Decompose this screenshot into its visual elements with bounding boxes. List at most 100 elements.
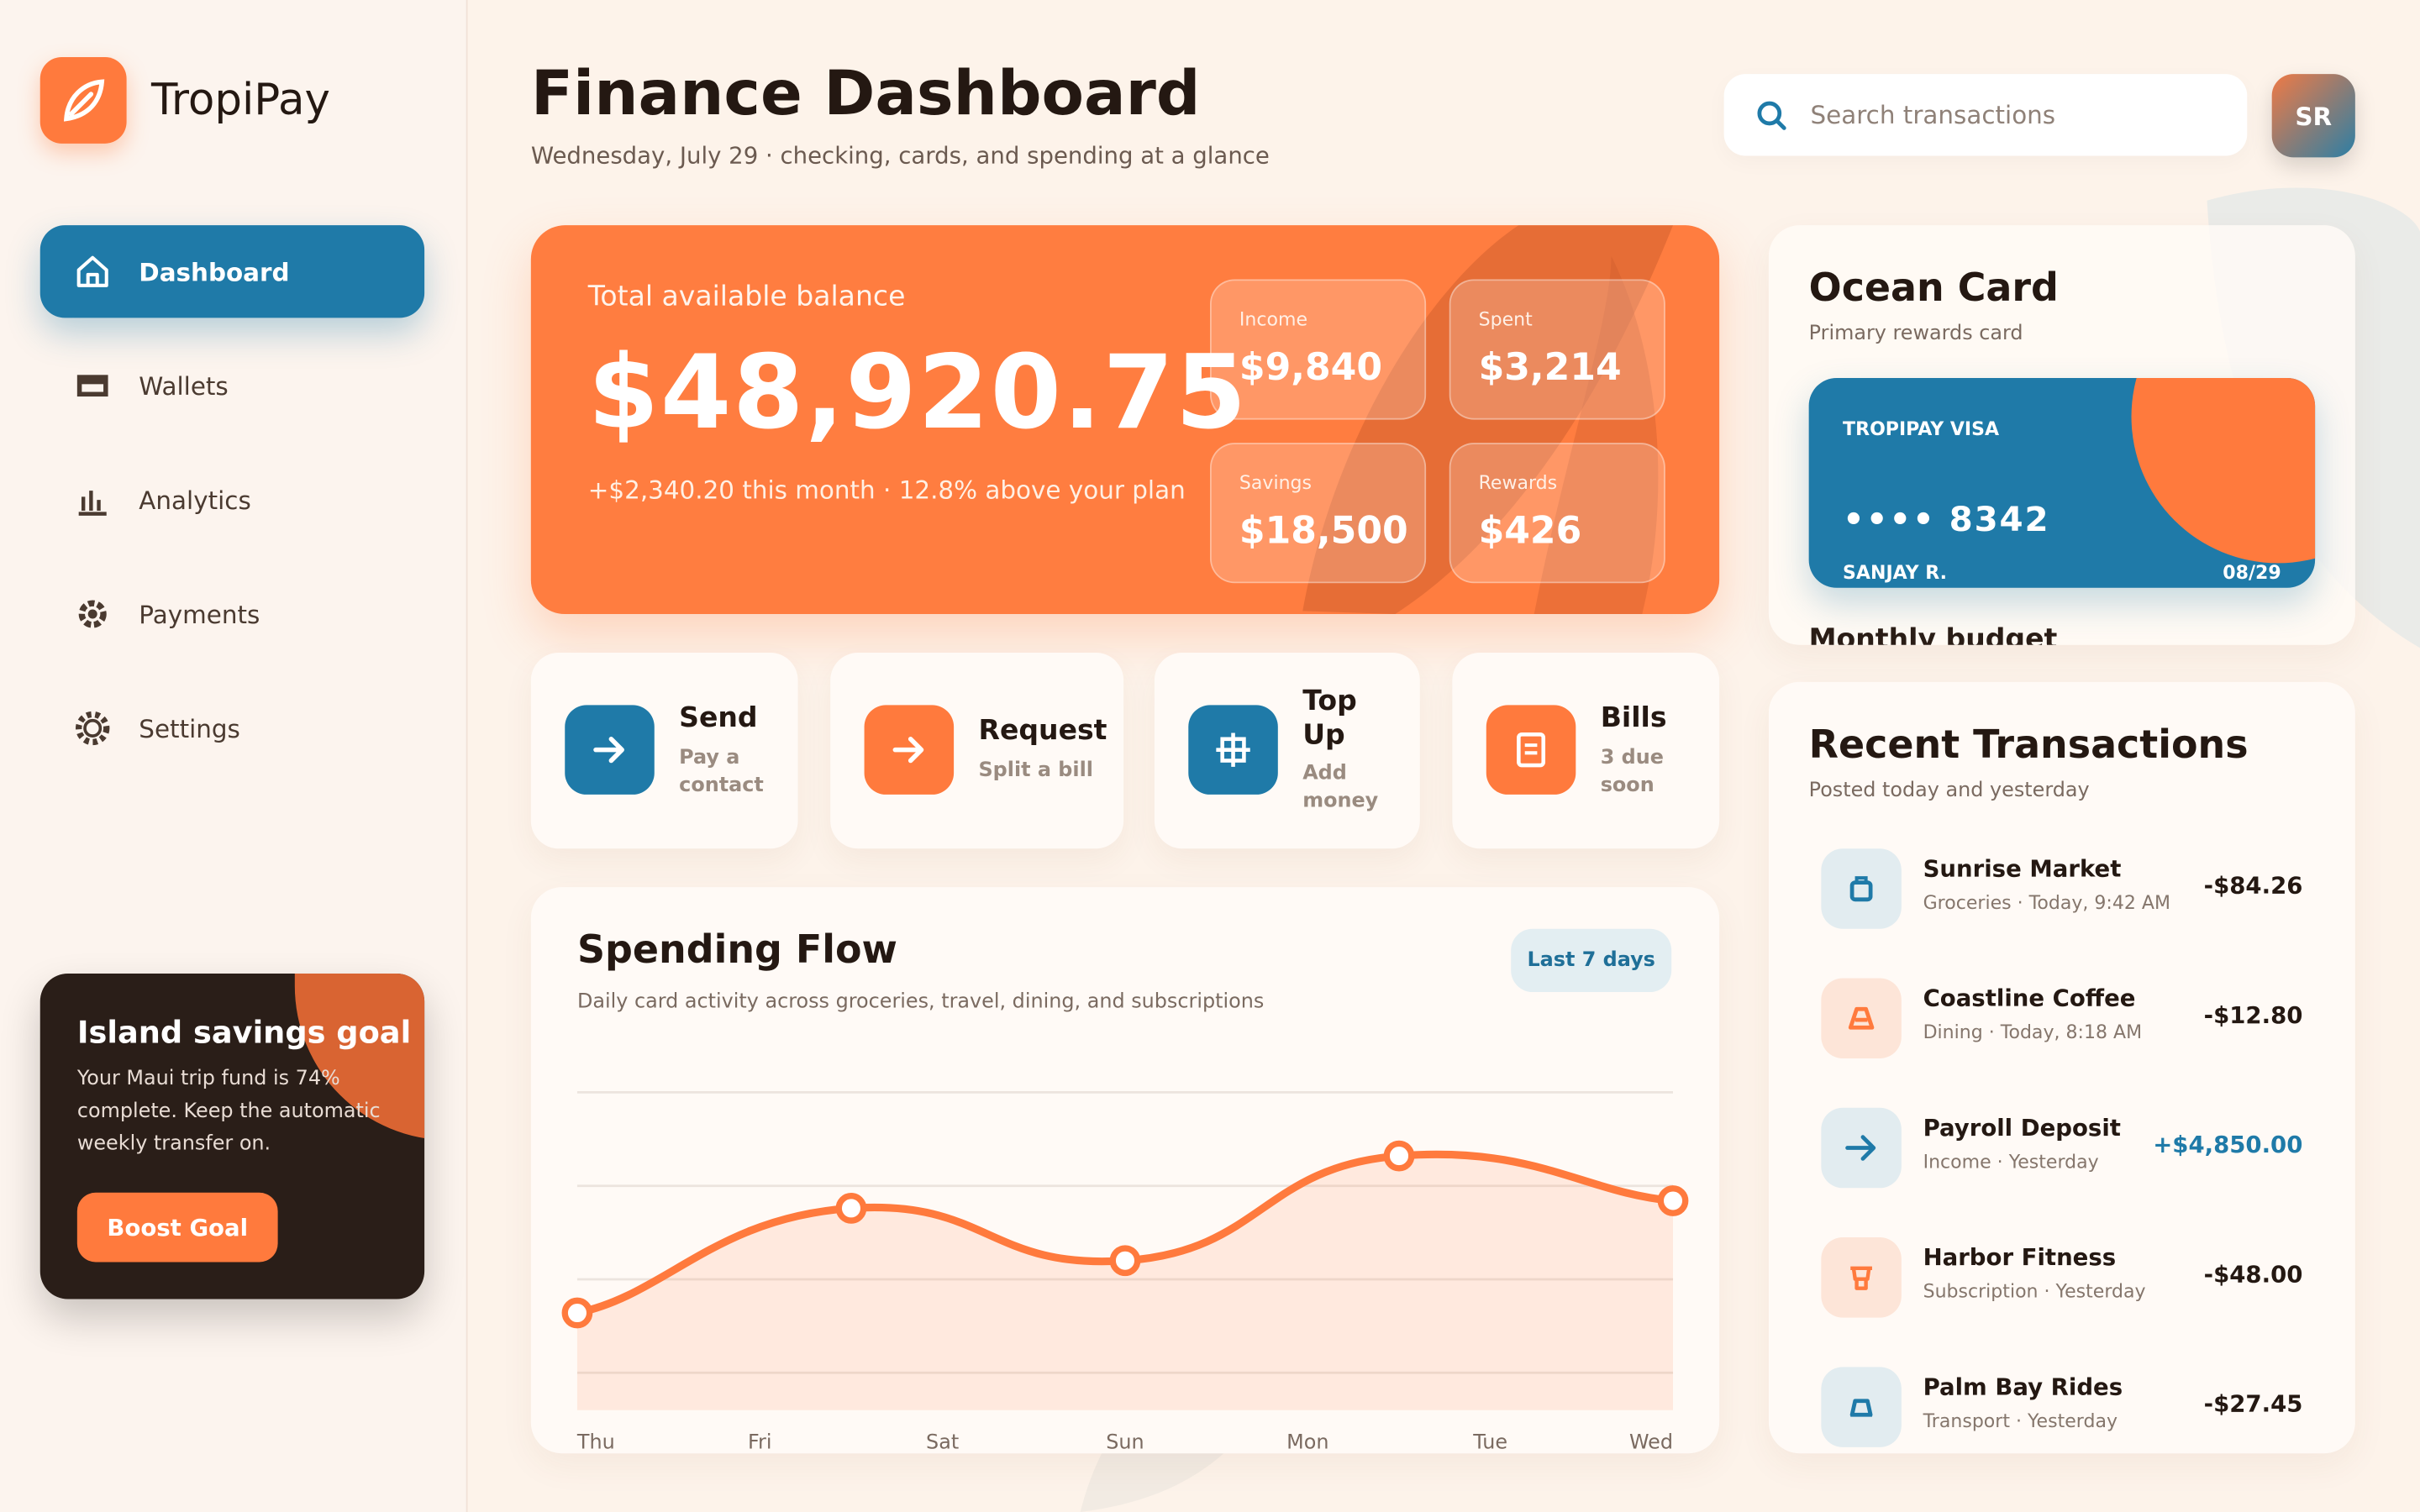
action-subtitle: Add money — [1302, 762, 1379, 813]
transaction-amount: -$27.45 — [2203, 1389, 2303, 1418]
budget-heading: Monthly budget — [1808, 623, 2058, 645]
card-title: Ocean Card — [1808, 265, 2059, 311]
stat-tile: Spent $3,214 — [1449, 279, 1665, 420]
transactions-title: Recent Transactions — [1808, 722, 2249, 767]
chart-title: Spending Flow — [576, 927, 897, 973]
point — [561, 1297, 593, 1329]
card-holder: SANJAY R. — [1843, 561, 1947, 584]
action-card[interactable]: Top Up Add money — [1154, 652, 1420, 849]
card-brand: TROPIPAY VISA — [1843, 417, 2000, 440]
stat-value: $426 — [1478, 509, 1582, 553]
nav-label: Settings — [139, 713, 240, 743]
transaction-row[interactable]: Sunrise Market Groceries · Today, 9:42 AM… — [1821, 848, 2302, 929]
avatar[interactable]: SR — [2271, 74, 2355, 158]
goal-title: Island savings goal — [76, 1013, 412, 1051]
card-subtitle: Primary rewards card — [1808, 322, 2023, 346]
transaction-detail: Dining · Today, 8:18 AM — [1923, 1021, 2143, 1043]
transaction-name: Coastline Coffee — [1923, 984, 2136, 1012]
nav-item[interactable]: Analytics — [40, 454, 424, 546]
action-title: Send — [679, 701, 758, 735]
transaction-detail: Income · Yesterday — [1923, 1151, 2099, 1173]
credit-card[interactable]: TROPIPAY VISA •••• 8342 SANJAY R. 08/29 — [1808, 378, 2316, 588]
stat-value: $18,500 — [1239, 509, 1408, 553]
x-tick-label: Tue — [1472, 1431, 1507, 1454]
card-panel: Ocean Card Primary rewards card TROPIPAY… — [1768, 225, 2355, 645]
transactions-subtitle: Posted today and yesterday — [1808, 779, 2090, 803]
transaction-name: Payroll Deposit — [1923, 1114, 2121, 1142]
point — [1109, 1245, 1141, 1277]
x-tick-label: Fri — [748, 1431, 771, 1454]
balance-decoration — [1302, 225, 1674, 615]
action-subtitle: Pay a contact — [679, 746, 764, 798]
action-icon — [864, 705, 955, 795]
transaction-amount: +$4,850.00 — [2153, 1131, 2303, 1159]
nav-label: Payments — [139, 599, 260, 629]
card-number: •••• 8342 — [1843, 501, 2050, 540]
stat-value: $9,840 — [1239, 345, 1383, 389]
action-title: Top Up — [1302, 685, 1357, 752]
transaction-detail: Transport · Yesterday — [1923, 1410, 2118, 1432]
boost-button[interactable]: Boost Goal — [76, 1192, 278, 1263]
transactions-panel: Recent Transactions Posted today and yes… — [1768, 681, 2355, 1454]
area — [576, 1154, 1674, 1410]
transaction-row[interactable]: Payroll Deposit Income · Yesterday +$4,850… — [1821, 1107, 2303, 1189]
x-tick-label: Thu — [576, 1431, 615, 1454]
nav-item[interactable]: Settings — [40, 682, 424, 774]
goal-card: Island savings goal Your Maui trip fund … — [39, 973, 425, 1299]
stat-label: Income — [1239, 308, 1308, 331]
point — [835, 1193, 867, 1224]
stat-label: Spent — [1478, 308, 1533, 331]
search-box[interactable]: Search transactions — [1723, 74, 2248, 156]
stat-value: $3,214 — [1478, 345, 1622, 389]
sidebar: TropiPay Dashboard Wallets Analytics Pay… — [0, 0, 468, 1512]
nav-icon — [76, 255, 108, 287]
stat-tile: Income $9,840 — [1210, 279, 1427, 420]
balance-amount: $48,920.75 — [587, 333, 1249, 453]
card-expiry: 08/29 — [2223, 561, 2281, 584]
stat-tile: Savings $18,500 — [1210, 443, 1427, 584]
stat-label: Savings — [1239, 472, 1313, 494]
chart-panel: Spending Flow Daily card activity across… — [530, 887, 1720, 1454]
logo-icon — [63, 79, 105, 122]
balance-label: Total available balance — [587, 281, 906, 313]
brand: TropiPay — [151, 74, 330, 125]
nav-label: Dashboard — [139, 256, 290, 286]
action-subtitle: Split a bill — [978, 759, 1093, 783]
action-card[interactable]: Bills 3 due soon — [1452, 652, 1720, 849]
nav-item[interactable]: Wallets — [40, 339, 424, 432]
nav-icon — [78, 491, 107, 516]
action-icon — [565, 705, 655, 795]
nav-label: Analytics — [139, 485, 251, 515]
transaction-amount: -$12.80 — [2203, 1001, 2303, 1030]
balance-note: +$2,340.20 this month · 12.8% above your… — [587, 475, 1186, 505]
goal-text: Your Maui trip fund is 74% complete. Kee… — [76, 1068, 381, 1156]
range-badge[interactable]: Last 7 days — [1511, 928, 1672, 993]
nav-item[interactable]: Dashboard — [39, 225, 425, 318]
action-card[interactable]: Send Pay a contact — [530, 652, 798, 849]
transaction-icon — [1821, 1107, 1902, 1189]
search-placeholder: Search transactions — [1810, 100, 2056, 130]
transaction-name: Sunrise Market — [1923, 854, 2122, 883]
action-card[interactable]: Request Split a bill — [830, 652, 1124, 849]
transaction-name: Palm Bay Rides — [1923, 1373, 2123, 1401]
action-icon — [1188, 705, 1278, 795]
transaction-detail: Groceries · Today, 9:42 AM — [1923, 891, 2170, 914]
nav-icon — [76, 711, 110, 746]
nav-label: Wallets — [139, 370, 229, 401]
transaction-icon — [1821, 1237, 1902, 1318]
transaction-row[interactable]: Palm Bay Rides Transport · Yesterday -$27.… — [1821, 1367, 2302, 1447]
point — [1657, 1185, 1689, 1216]
x-tick-label: Wed — [1629, 1431, 1673, 1454]
transaction-row[interactable]: Coastline Coffee Dining · Today, 8:18 AM -… — [1821, 978, 2303, 1059]
transaction-amount: -$48.00 — [2203, 1260, 2303, 1289]
action-icon — [1486, 705, 1576, 795]
transaction-row[interactable]: Harbor Fitness Subscription · Yesterday -$… — [1821, 1237, 2302, 1318]
transaction-name: Harbor Fitness — [1923, 1243, 2117, 1272]
page-subtitle: Wednesday, July 29 · checking, cards, an… — [530, 141, 1270, 171]
balance-card: Total available balance $48,920.75 +$2,3… — [530, 225, 1720, 615]
action-subtitle: 3 due soon — [1600, 746, 1664, 798]
nav-item[interactable]: Payments — [40, 568, 424, 660]
nav-icon — [76, 375, 108, 397]
